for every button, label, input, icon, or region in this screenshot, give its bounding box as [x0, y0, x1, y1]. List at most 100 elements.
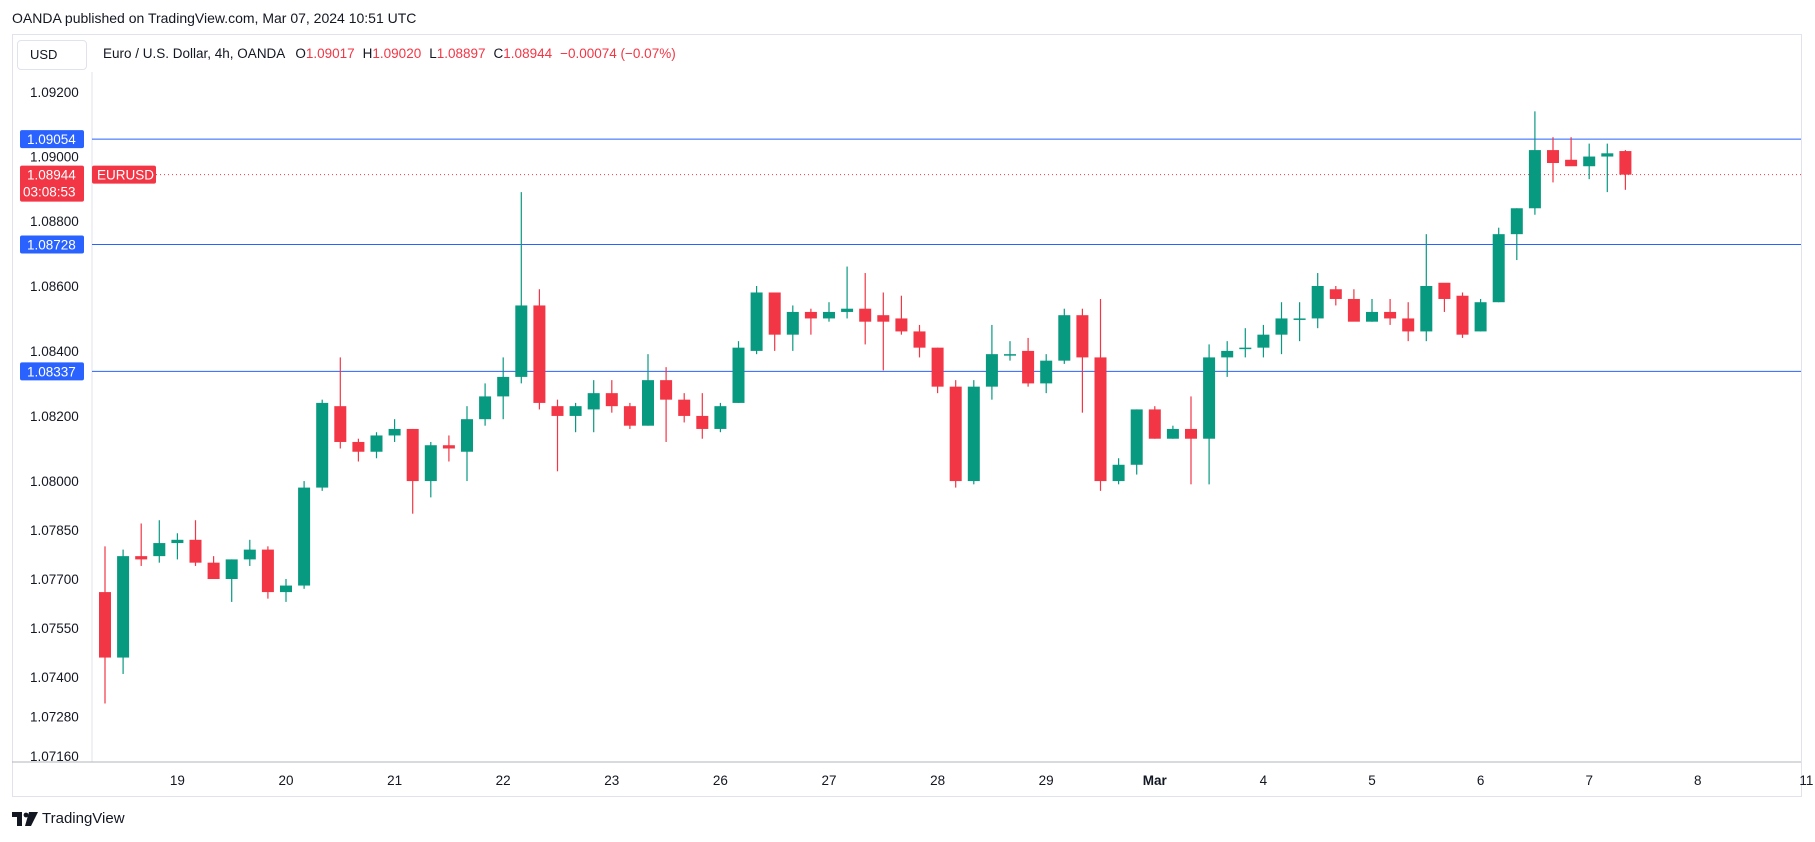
last-price-tag [20, 165, 84, 202]
candle-down[interactable] [1438, 282, 1451, 299]
candle-up[interactable] [1510, 208, 1523, 235]
candle-up[interactable] [714, 406, 727, 429]
candle-down[interactable] [442, 445, 455, 449]
candle-up[interactable] [1166, 428, 1179, 439]
candle-down[interactable] [1148, 409, 1161, 439]
candle-down[interactable] [623, 406, 636, 426]
candle-up[interactable] [587, 393, 600, 410]
tradingview-logo-icon [12, 811, 38, 826]
candle-down[interactable] [1619, 151, 1632, 175]
candle-down[interactable] [207, 562, 220, 580]
candle-up[interactable] [370, 435, 383, 452]
candle-up[interactable] [1528, 150, 1541, 209]
candle-up[interactable] [1311, 285, 1324, 319]
candle-up[interactable] [732, 347, 745, 403]
x-tick-label: 4 [1260, 773, 1268, 788]
candle-down[interactable] [334, 406, 347, 442]
x-tick-label: 22 [496, 773, 511, 788]
candle-up[interactable] [569, 406, 582, 416]
candle-down[interactable] [1022, 350, 1035, 384]
candle-down[interactable] [913, 331, 926, 348]
candle-up[interactable] [1112, 464, 1125, 482]
candle-down[interactable] [660, 380, 673, 400]
candle-up[interactable] [1058, 315, 1071, 361]
candle-down[interactable] [949, 386, 962, 482]
candle-up[interactable] [823, 311, 835, 319]
candle-up[interactable] [1492, 234, 1505, 303]
candle-down[interactable] [931, 347, 944, 387]
y-tick-label: 1.08200 [30, 409, 79, 424]
candle-down[interactable] [135, 556, 148, 560]
candle-up[interactable] [243, 549, 256, 560]
candle-down[interactable] [551, 406, 564, 416]
candle-up[interactable] [280, 585, 292, 593]
candle-down[interactable] [804, 311, 817, 319]
candle-up[interactable] [479, 396, 492, 420]
candle-up[interactable] [1040, 360, 1053, 384]
candle-up[interactable] [1257, 334, 1270, 348]
candle-down[interactable] [1094, 357, 1107, 482]
candle-up[interactable] [1221, 350, 1234, 358]
x-tick-label: 21 [387, 773, 402, 788]
candle-up[interactable] [1583, 156, 1596, 167]
candle-up[interactable] [171, 539, 184, 544]
candle-up[interactable] [985, 354, 998, 387]
candle-up[interactable] [316, 402, 329, 488]
candle-up[interactable] [967, 386, 980, 482]
candle-down[interactable] [1456, 295, 1469, 335]
candle-down[interactable] [877, 315, 890, 322]
candle-down[interactable] [1076, 315, 1089, 358]
candle-up[interactable] [786, 311, 799, 335]
candle-down[interactable] [1384, 311, 1397, 319]
candle-up[interactable] [388, 428, 401, 436]
candle-up[interactable] [1004, 354, 1016, 356]
candle-up[interactable] [461, 419, 473, 452]
candle-up[interactable] [1293, 318, 1306, 320]
candle-up[interactable] [497, 376, 510, 397]
candle-down[interactable] [1547, 150, 1559, 164]
candle-up[interactable] [424, 445, 437, 482]
level-price-tag [20, 362, 84, 381]
candle-up[interactable] [117, 556, 130, 658]
y-tick-label: 1.07160 [30, 749, 79, 764]
candle-down[interactable] [261, 549, 274, 593]
candle-down[interactable] [768, 292, 781, 335]
candle-up[interactable] [1203, 357, 1216, 439]
candle-down[interactable] [1185, 428, 1197, 439]
candle-down[interactable] [533, 305, 546, 403]
candle-down[interactable] [352, 441, 365, 452]
candle-down[interactable] [895, 318, 908, 332]
candle-down[interactable] [1347, 298, 1360, 322]
y-tick-label: 1.08800 [30, 214, 79, 229]
candle-up[interactable] [1474, 302, 1487, 332]
candle-up[interactable] [750, 292, 763, 351]
candle-down[interactable] [1329, 289, 1342, 299]
candle-up[interactable] [1366, 311, 1378, 322]
currency-button[interactable]: USD [17, 40, 87, 70]
candle-up[interactable] [642, 380, 654, 426]
candle-down[interactable] [99, 592, 111, 658]
candle-up[interactable] [1275, 318, 1288, 335]
candle-up[interactable] [515, 305, 528, 377]
y-tick-label: 1.08000 [30, 474, 79, 489]
candle-down[interactable] [859, 308, 872, 322]
candle-down[interactable] [189, 539, 202, 563]
candle-up[interactable] [153, 543, 166, 557]
candle-up[interactable] [225, 559, 238, 580]
candle-down[interactable] [1565, 159, 1578, 167]
candle-up[interactable] [841, 308, 854, 312]
publish-info: OANDA published on TradingView.com, Mar … [12, 10, 417, 26]
x-tick-label: 5 [1368, 773, 1376, 788]
candle-up[interactable] [1239, 347, 1252, 350]
candle-down[interactable] [1402, 318, 1415, 332]
candle-down[interactable] [678, 399, 691, 416]
candle-up[interactable] [1130, 409, 1143, 465]
candle-up[interactable] [298, 487, 311, 586]
candle-up[interactable] [1420, 285, 1433, 332]
symbol-tag [92, 165, 156, 184]
candle-down[interactable] [406, 428, 419, 482]
candle-down[interactable] [696, 415, 709, 429]
candle-down[interactable] [605, 393, 618, 407]
candle-up[interactable] [1601, 153, 1614, 157]
